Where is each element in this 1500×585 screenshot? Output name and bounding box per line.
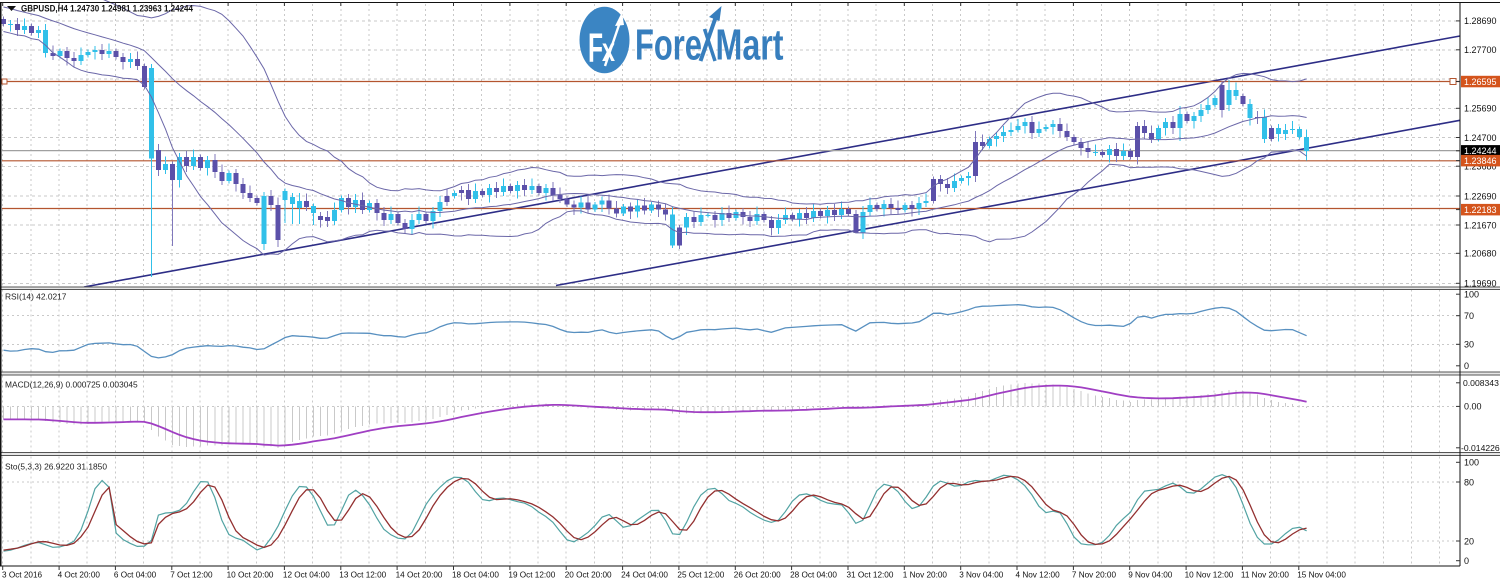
svg-text:1.20680: 1.20680 xyxy=(1464,249,1497,259)
svg-text:24 Oct 04:00: 24 Oct 04:00 xyxy=(621,571,668,580)
svg-text:1.21670: 1.21670 xyxy=(1464,220,1497,230)
svg-text:28 Oct 04:00: 28 Oct 04:00 xyxy=(790,571,837,580)
svg-text:100: 100 xyxy=(1464,290,1479,300)
svg-text:GBPUSD,H4 1.24730 1.24981 1.2: GBPUSD,H4 1.24730 1.24981 1.23963 1.2424… xyxy=(21,4,194,15)
svg-text:-0.014226: -0.014226 xyxy=(1461,443,1500,453)
svg-text:26 Oct 20:00: 26 Oct 20:00 xyxy=(734,571,781,580)
svg-text:3 Oct 2016: 3 Oct 2016 xyxy=(2,571,43,580)
svg-text:Sto(5,3,3) 26.9220 31.1850: Sto(5,3,3) 26.9220 31.1850 xyxy=(5,462,107,472)
svg-text:15 Nov 04:00: 15 Nov 04:00 xyxy=(1297,571,1346,580)
svg-text:0: 0 xyxy=(1464,361,1469,371)
svg-text:11 Nov 20:00: 11 Nov 20:00 xyxy=(1241,571,1290,580)
svg-text:14 Oct 20:00: 14 Oct 20:00 xyxy=(396,571,443,580)
svg-text:1.23680: 1.23680 xyxy=(1464,162,1497,172)
svg-text:1.24244: 1.24244 xyxy=(1464,146,1497,156)
svg-text:13 Oct 12:00: 13 Oct 12:00 xyxy=(339,571,386,580)
svg-text:7 Nov 20:00: 7 Nov 20:00 xyxy=(1072,571,1117,580)
svg-text:80: 80 xyxy=(1464,477,1474,487)
svg-text:9 Nov 04:00: 9 Nov 04:00 xyxy=(1128,571,1173,580)
svg-text:6 Oct 04:00: 6 Oct 04:00 xyxy=(114,571,157,580)
svg-text:F: F xyxy=(588,25,603,71)
svg-text:1.19690: 1.19690 xyxy=(1464,279,1497,289)
svg-text:0.00: 0.00 xyxy=(1464,402,1482,412)
svg-text:19 Oct 12:00: 19 Oct 12:00 xyxy=(508,571,555,580)
svg-text:4 Oct 20:00: 4 Oct 20:00 xyxy=(58,571,101,580)
svg-text:30: 30 xyxy=(1464,340,1474,350)
svg-text:20: 20 xyxy=(1464,536,1474,546)
svg-text:Fore: Fore xyxy=(635,21,702,70)
svg-text:100: 100 xyxy=(1464,458,1479,468)
svg-text:1.27700: 1.27700 xyxy=(1464,45,1497,55)
svg-text:1.25690: 1.25690 xyxy=(1464,104,1497,114)
svg-text:RSI(14) 42.0217: RSI(14) 42.0217 xyxy=(5,292,67,302)
svg-text:1.28690: 1.28690 xyxy=(1464,16,1497,26)
svg-text:4 Nov 12:00: 4 Nov 12:00 xyxy=(1016,571,1061,580)
svg-text:x: x xyxy=(602,31,615,68)
svg-text:10 Nov 12:00: 10 Nov 12:00 xyxy=(1185,571,1234,580)
svg-text:0: 0 xyxy=(1464,556,1469,566)
svg-text:70: 70 xyxy=(1464,311,1474,321)
svg-text:25 Oct 12:00: 25 Oct 12:00 xyxy=(677,571,724,580)
svg-text:1.22690: 1.22690 xyxy=(1464,191,1497,201)
svg-text:1 Nov 20:00: 1 Nov 20:00 xyxy=(903,571,948,580)
svg-text:10 Oct 20:00: 10 Oct 20:00 xyxy=(227,571,274,580)
svg-text:18 Oct 04:00: 18 Oct 04:00 xyxy=(452,571,499,580)
svg-text:12 Oct 04:00: 12 Oct 04:00 xyxy=(283,571,330,580)
svg-text:3 Nov 04:00: 3 Nov 04:00 xyxy=(959,571,1004,580)
svg-text:1.24700: 1.24700 xyxy=(1464,133,1497,143)
svg-text:Mart: Mart xyxy=(716,21,784,70)
svg-text:7 Oct 12:00: 7 Oct 12:00 xyxy=(170,571,213,580)
svg-text:0.008343: 0.008343 xyxy=(1463,378,1499,388)
svg-text:1.26595: 1.26595 xyxy=(1464,77,1497,87)
svg-text:20 Oct 20:00: 20 Oct 20:00 xyxy=(565,571,612,580)
svg-text:MACD(12,26,9) 0.000725 0.00304: MACD(12,26,9) 0.000725 0.003045 xyxy=(5,380,138,390)
svg-text:1.23846: 1.23846 xyxy=(1464,156,1497,166)
svg-text:1.22183: 1.22183 xyxy=(1464,205,1497,215)
svg-text:31 Oct 12:00: 31 Oct 12:00 xyxy=(847,571,894,580)
